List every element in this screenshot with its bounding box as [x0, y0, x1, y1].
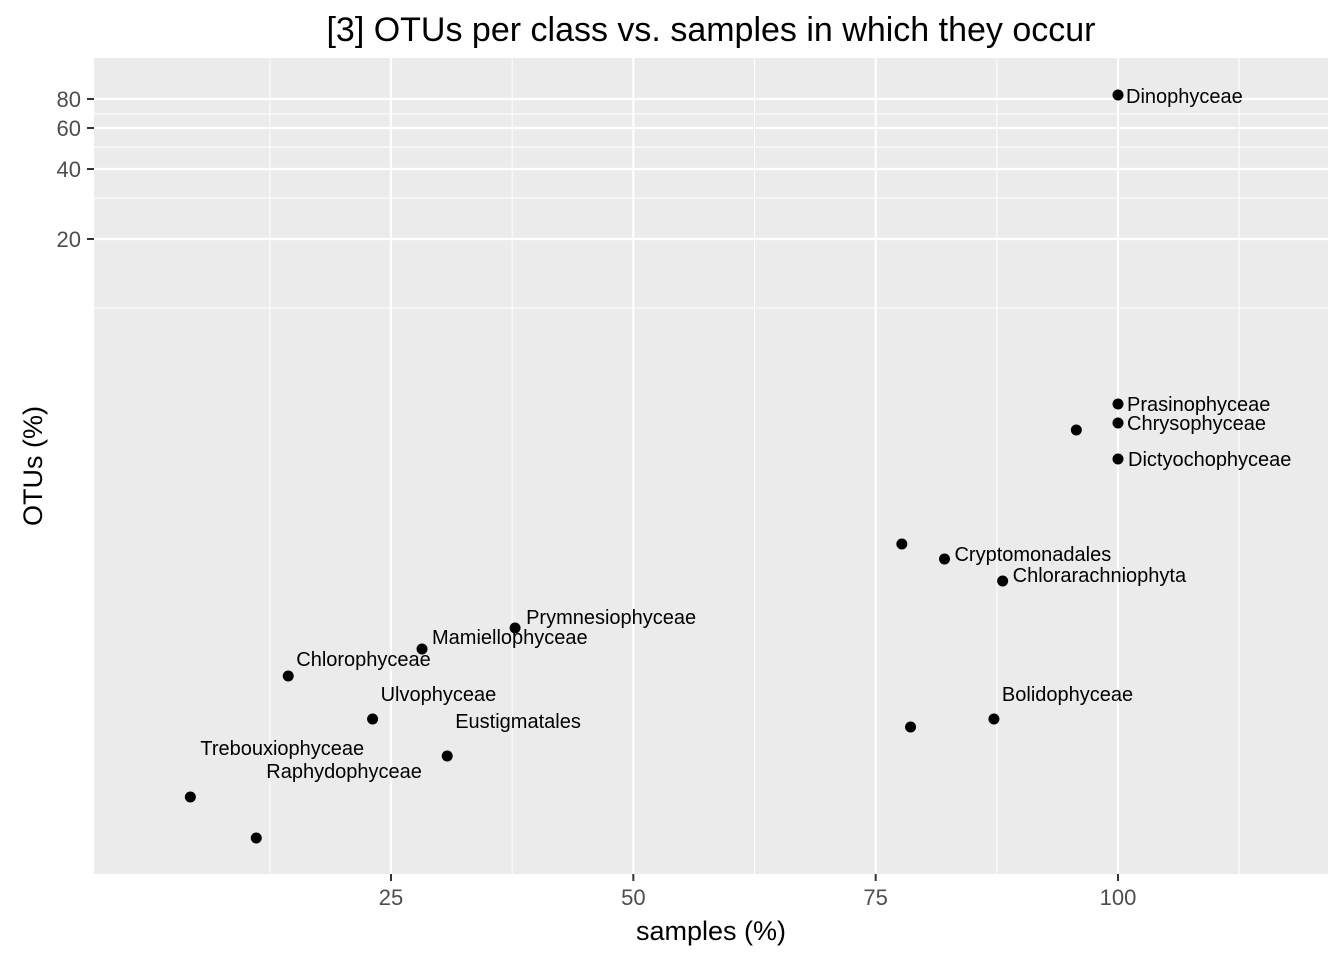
data-point [250, 832, 262, 844]
point-label: Prasinophyceae [1127, 394, 1270, 416]
data-point [509, 622, 521, 634]
point-label: Chlorophyceae [296, 649, 431, 671]
x-axis-title: samples (%) [636, 916, 786, 946]
point-label: Bolidophyceae [1002, 684, 1133, 706]
point-label: Raphydophyceae [266, 761, 422, 783]
point-label: Prymnesiophyceae [526, 607, 696, 629]
point-label: Mamiellophyceae [432, 627, 588, 649]
point-label: Cryptomonadales [954, 544, 1111, 566]
data-point [416, 643, 428, 655]
data-point [905, 721, 917, 733]
data-points [184, 89, 1124, 844]
x-tick-label: 100 [1100, 885, 1137, 910]
point-label: Dinophyceae [1126, 86, 1243, 108]
data-point [282, 670, 294, 682]
y-axis-title: OTUs (%) [18, 406, 48, 526]
plot-panel [94, 58, 1328, 874]
data-point [1112, 417, 1124, 429]
y-tick-label: 60 [57, 116, 81, 141]
point-label: Eustigmatales [455, 711, 581, 733]
major-gridlines [94, 58, 1328, 874]
minor-gridlines [94, 58, 1328, 874]
y-tick-label: 40 [57, 157, 81, 182]
y-tick-label: 80 [57, 87, 81, 112]
data-point [1112, 398, 1124, 410]
data-point [1070, 424, 1082, 436]
point-label: Trebouxiophyceae [200, 738, 364, 760]
data-point [441, 750, 453, 762]
point-label: Chlorarachniophyta [1013, 565, 1187, 587]
data-point [1112, 453, 1124, 465]
x-tick-label: 25 [379, 885, 403, 910]
data-point [997, 575, 1009, 587]
data-point [988, 713, 1000, 725]
data-point [367, 713, 379, 725]
chart-title: [3] OTUs per class vs. samples in which … [326, 11, 1095, 49]
y-axis: 20 40 60 80 [57, 87, 94, 252]
data-point [896, 538, 908, 550]
point-label: Chrysophyceae [1127, 413, 1266, 435]
point-label: Ulvophyceae [381, 684, 497, 706]
data-point [1112, 89, 1124, 101]
x-tick-label: 50 [621, 885, 645, 910]
y-tick-label: 20 [57, 227, 81, 252]
x-tick-label: 75 [863, 885, 887, 910]
data-point [938, 553, 950, 565]
x-axis: 25 50 75 100 [379, 874, 1137, 910]
data-point [184, 791, 196, 803]
point-label: Dictyochophyceae [1128, 449, 1291, 471]
